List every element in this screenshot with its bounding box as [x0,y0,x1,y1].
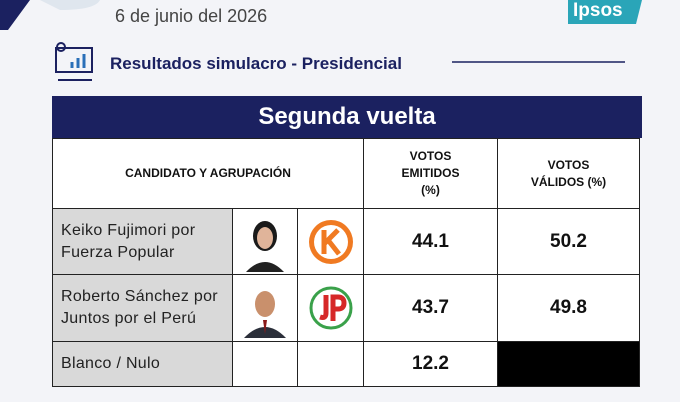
candidate: Blanco / Nulo [52,341,233,387]
subtitle: Resultados simulacro - Presidencial [110,54,402,73]
votos-emitidos: 44.1 [363,208,498,275]
votos-emitidos: 12.2 [363,341,498,387]
column-header: CANDIDATO Y AGRUPACIÓN [52,138,364,209]
party-logo [297,208,364,275]
votos-validos: 49.8 [497,274,640,342]
date: 6 de junio del 2026 [115,6,268,26]
candidate: Keiko Fujimori por Fuerza Popular [52,208,233,275]
column-header: VOTOS VÁLIDOS (%) [497,138,640,209]
photo [232,274,298,342]
blank-cell [497,341,640,387]
party-logo [297,274,364,342]
votos-validos: 50.2 [497,208,640,275]
table-title: Segunda vuelta [52,96,642,138]
column-header: VOTOS EMITIDOS (%) [363,138,498,209]
logo: Ipsos [573,0,623,21]
photo [232,208,298,275]
votos-emitidos: 43.7 [363,274,498,342]
empty-cell [232,341,298,387]
candidate: Roberto Sánchez por Juntos por el Perú [52,274,233,342]
decor [0,0,642,81]
empty-cell [297,341,364,387]
